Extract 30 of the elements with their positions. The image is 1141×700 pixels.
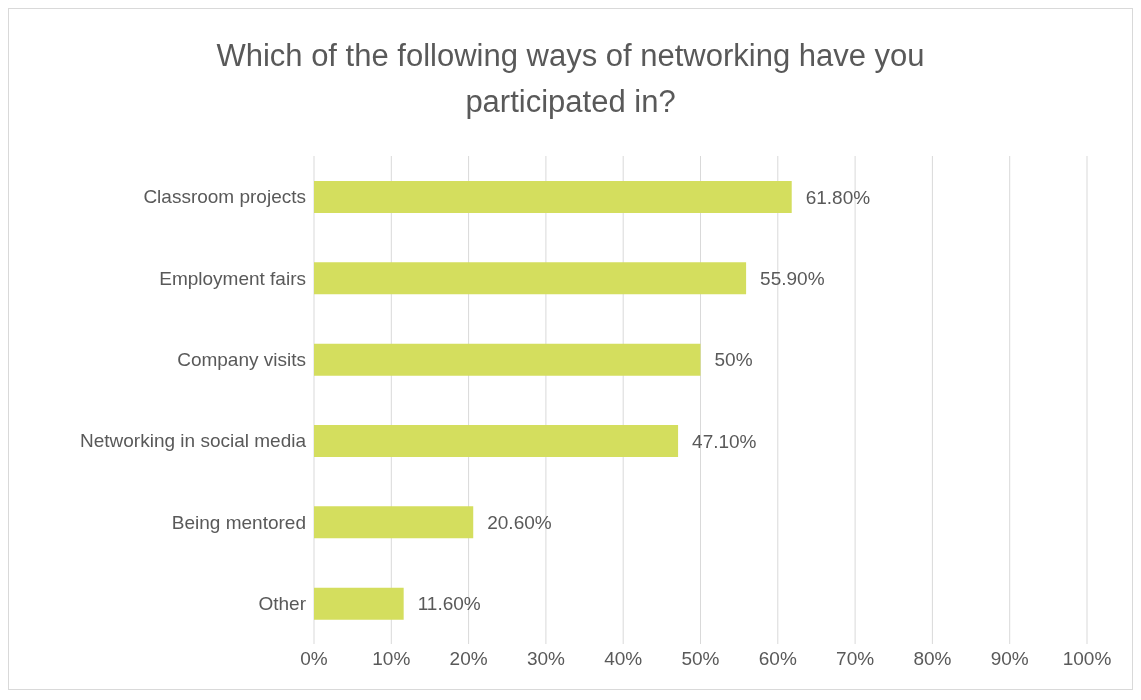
y-tick-label: Being mentored <box>171 511 306 533</box>
y-tick-label: Company visits <box>177 349 306 371</box>
y-tick-label: Employment fairs <box>159 267 306 289</box>
bar <box>314 181 792 213</box>
x-tick-label: 90% <box>990 648 1029 670</box>
y-tick-label: Classroom projects <box>143 186 306 208</box>
data-label: 11.60% <box>417 593 481 615</box>
data-label: 50% <box>714 349 753 371</box>
data-label: 61.80% <box>805 186 871 208</box>
x-tick-label: 100% <box>1062 648 1112 670</box>
x-tick-label: 30% <box>526 648 566 670</box>
x-tick-label: 80% <box>913 648 952 670</box>
bar <box>314 262 747 295</box>
data-label: 20.60% <box>487 512 552 534</box>
data-label: 55.90% <box>760 268 825 290</box>
x-tick-label: 60% <box>758 648 797 670</box>
y-tick-label: Other <box>258 593 307 615</box>
x-tick-label: 10% <box>372 648 411 670</box>
data-label: 47.10% <box>692 430 757 452</box>
x-tick-label: 50% <box>681 648 720 670</box>
y-tick-label: Networking in social media <box>80 430 307 452</box>
chart-title: Which of the following ways of networking have you participated in? <box>215 37 926 121</box>
bar <box>314 506 474 539</box>
bar <box>314 425 679 457</box>
x-tick-label: 70% <box>836 648 875 670</box>
x-tick-label: 0% <box>300 648 328 670</box>
x-tick-label: 20% <box>449 648 488 670</box>
x-tick-label: 40% <box>604 648 643 670</box>
bar <box>314 587 404 620</box>
bar <box>314 343 701 376</box>
